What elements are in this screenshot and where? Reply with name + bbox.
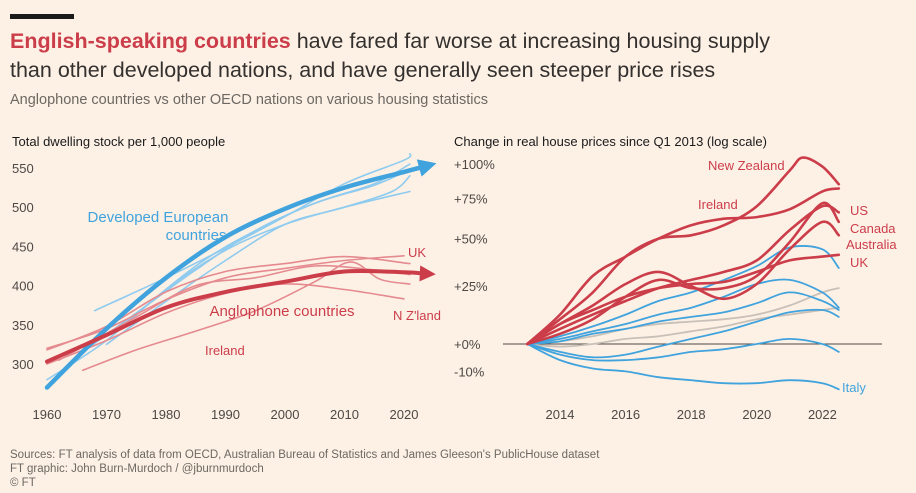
label-left-nzland: N Z'land bbox=[393, 308, 441, 323]
right-y-tick-5: -10% bbox=[454, 364, 485, 379]
right-x-tick-4: 2022 bbox=[808, 407, 837, 422]
left-x-tick-4: 2000 bbox=[271, 407, 300, 422]
right-label-canada: Canada bbox=[850, 221, 896, 236]
left-plot bbox=[44, 153, 437, 390]
right-grey-11-line bbox=[526, 287, 840, 345]
right-y-tick-3: +25% bbox=[454, 279, 488, 294]
label-left-uk: UK bbox=[408, 245, 426, 260]
right-european-10-line bbox=[526, 338, 840, 362]
left-anglophone-line-9 bbox=[81, 261, 411, 372]
right-label-us: US bbox=[850, 203, 868, 218]
right-y-axis: +100% +75% +50% +25% +0% -10% bbox=[454, 157, 495, 379]
left-y-axis: 300 350 400 450 500 550 bbox=[12, 161, 34, 372]
right-italy-line bbox=[526, 343, 840, 391]
footer: Sources: FT analysis of data from OECD, … bbox=[10, 448, 599, 490]
right-label-italy: Italy bbox=[842, 380, 866, 395]
right-european-7-line bbox=[526, 278, 840, 345]
left-x-tick-0: 1960 bbox=[33, 407, 62, 422]
right-label-uk: UK bbox=[850, 255, 868, 270]
left-y-tick-0: 300 bbox=[12, 357, 34, 372]
right-x-axis: 2014 2016 2018 2020 2022 bbox=[546, 407, 837, 422]
right-ireland-line bbox=[525, 187, 841, 346]
left-trend-developed-european-countries bbox=[44, 159, 437, 390]
footer-copyright: © FT bbox=[10, 477, 36, 489]
right-uk-line bbox=[525, 253, 841, 346]
left-y-tick-2: 400 bbox=[12, 279, 34, 294]
right-label-australia: Australia bbox=[846, 237, 897, 252]
footer-sources: Sources: FT analysis of data from OECD, … bbox=[10, 449, 600, 461]
right-label-ireland: Ireland bbox=[698, 197, 738, 212]
left-european-line-4 bbox=[117, 168, 411, 330]
right-chart-title: Change in real house prices since Q1 201… bbox=[454, 134, 767, 149]
left-x-tick-6: 2020 bbox=[390, 407, 419, 422]
headline: English-speaking countries have fared fa… bbox=[10, 27, 890, 85]
right-y-tick-2: +50% bbox=[454, 232, 488, 247]
label-left-ireland: Ireland bbox=[205, 343, 245, 358]
left-y-tick-3: 450 bbox=[12, 239, 34, 254]
right-x-tick-0: 2014 bbox=[546, 407, 575, 422]
footer-graphic-credit: FT graphic: John Burn-Murdoch / @jburnmu… bbox=[10, 463, 264, 475]
left-x-tick-5: 2010 bbox=[330, 407, 359, 422]
right-european-6-line bbox=[526, 245, 840, 345]
headline-rest: have fared far worse at increasing housi… bbox=[290, 29, 770, 53]
subtitle: Anglophone countries vs other OECD natio… bbox=[10, 92, 488, 108]
left-y-tick-5: 550 bbox=[12, 161, 34, 176]
right-us-line bbox=[525, 204, 841, 346]
left-chart-title: Total dwelling stock per 1,000 people bbox=[12, 134, 225, 149]
right-label-new-zealand: New Zealand bbox=[708, 158, 785, 173]
right-european-8-line bbox=[526, 291, 840, 345]
left-x-tick-3: 1990 bbox=[211, 407, 240, 422]
left-x-tick-1: 1970 bbox=[92, 407, 121, 422]
right-x-tick-1: 2016 bbox=[611, 407, 640, 422]
ft-topbar bbox=[10, 14, 74, 19]
label-developed-european-line2: countries bbox=[166, 227, 227, 244]
right-y-tick-0: +100% bbox=[454, 157, 495, 172]
left-trend-anglophone-countries bbox=[45, 265, 436, 364]
left-y-tick-4: 500 bbox=[12, 200, 34, 215]
left-x-axis: 1960 1970 1980 1990 2000 2010 2020 bbox=[33, 407, 419, 422]
right-plot bbox=[525, 156, 841, 391]
right-european-9-line bbox=[526, 308, 840, 359]
headline-highlight: English-speaking countries bbox=[10, 29, 291, 53]
right-new-zealand-line bbox=[525, 156, 841, 346]
right-australia-line bbox=[525, 220, 841, 346]
right-x-tick-2: 2018 bbox=[677, 407, 706, 422]
right-grey-12-line bbox=[526, 306, 840, 348]
label-developed-european-line1: Developed European bbox=[88, 209, 229, 226]
right-canada-line bbox=[525, 201, 841, 346]
headline-line-2: than other developed nations, and have g… bbox=[10, 58, 716, 82]
right-x-tick-3: 2020 bbox=[742, 407, 771, 422]
label-anglophone: Anglophone countries bbox=[209, 303, 354, 320]
right-y-tick-1: +75% bbox=[454, 192, 488, 207]
left-y-tick-1: 350 bbox=[12, 318, 34, 333]
right-y-tick-4: +0% bbox=[454, 337, 481, 352]
left-x-tick-2: 1980 bbox=[152, 407, 181, 422]
